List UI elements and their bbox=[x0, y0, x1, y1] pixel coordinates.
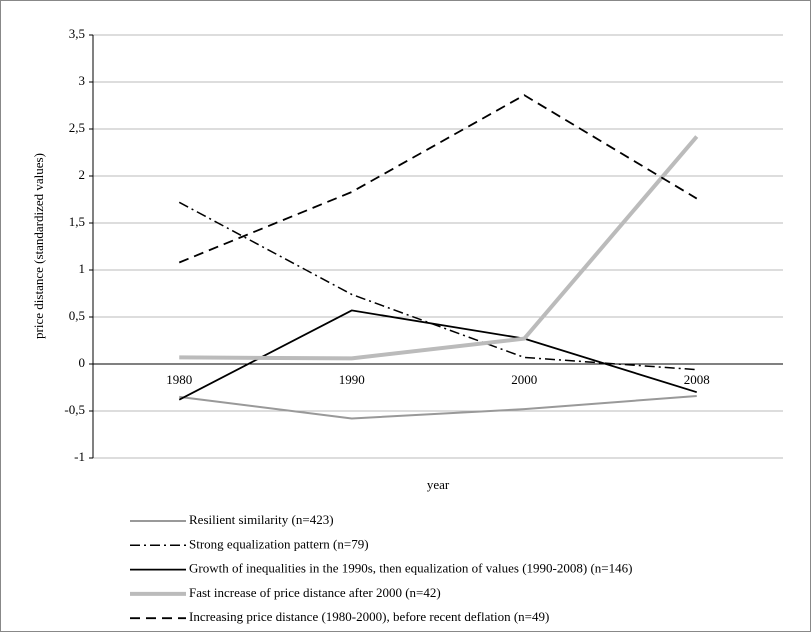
y-tick-label: 2,5 bbox=[69, 120, 85, 135]
y-tick-label: -1 bbox=[74, 449, 85, 464]
y-tick-label: 3 bbox=[79, 73, 86, 88]
legend-label: Strong equalization pattern (n=79) bbox=[189, 536, 369, 551]
y-axis-label: price distance (standardized values) bbox=[31, 153, 46, 339]
y-tick-label: 3,5 bbox=[69, 26, 85, 41]
series-line bbox=[178, 94, 698, 264]
y-tick-label: 2 bbox=[79, 167, 86, 182]
y-tick-label: 0 bbox=[79, 355, 86, 370]
x-tick-label: 2000 bbox=[511, 372, 537, 387]
series-line bbox=[178, 201, 697, 371]
legend-label: Growth of inequalities in the 1990s, the… bbox=[189, 561, 632, 576]
y-tick-label: -0,5 bbox=[64, 402, 85, 417]
y-tick-label: 0,5 bbox=[69, 308, 85, 323]
series-line bbox=[179, 394, 697, 420]
legend-label: Increasing price distance (1980-2000), b… bbox=[189, 609, 549, 624]
y-tick-label: 1 bbox=[79, 261, 86, 276]
x-tick-label: 1980 bbox=[166, 372, 192, 387]
x-tick-label: 1990 bbox=[339, 372, 365, 387]
legend-label: Fast increase of price distance after 20… bbox=[189, 585, 441, 600]
y-tick-label: 1,5 bbox=[69, 214, 85, 229]
x-axis-label: year bbox=[427, 477, 450, 492]
x-tick-label: 2008 bbox=[684, 372, 710, 387]
series-line bbox=[179, 135, 699, 361]
series-line bbox=[178, 309, 698, 401]
legend-label: Resilient similarity (n=423) bbox=[189, 512, 334, 527]
